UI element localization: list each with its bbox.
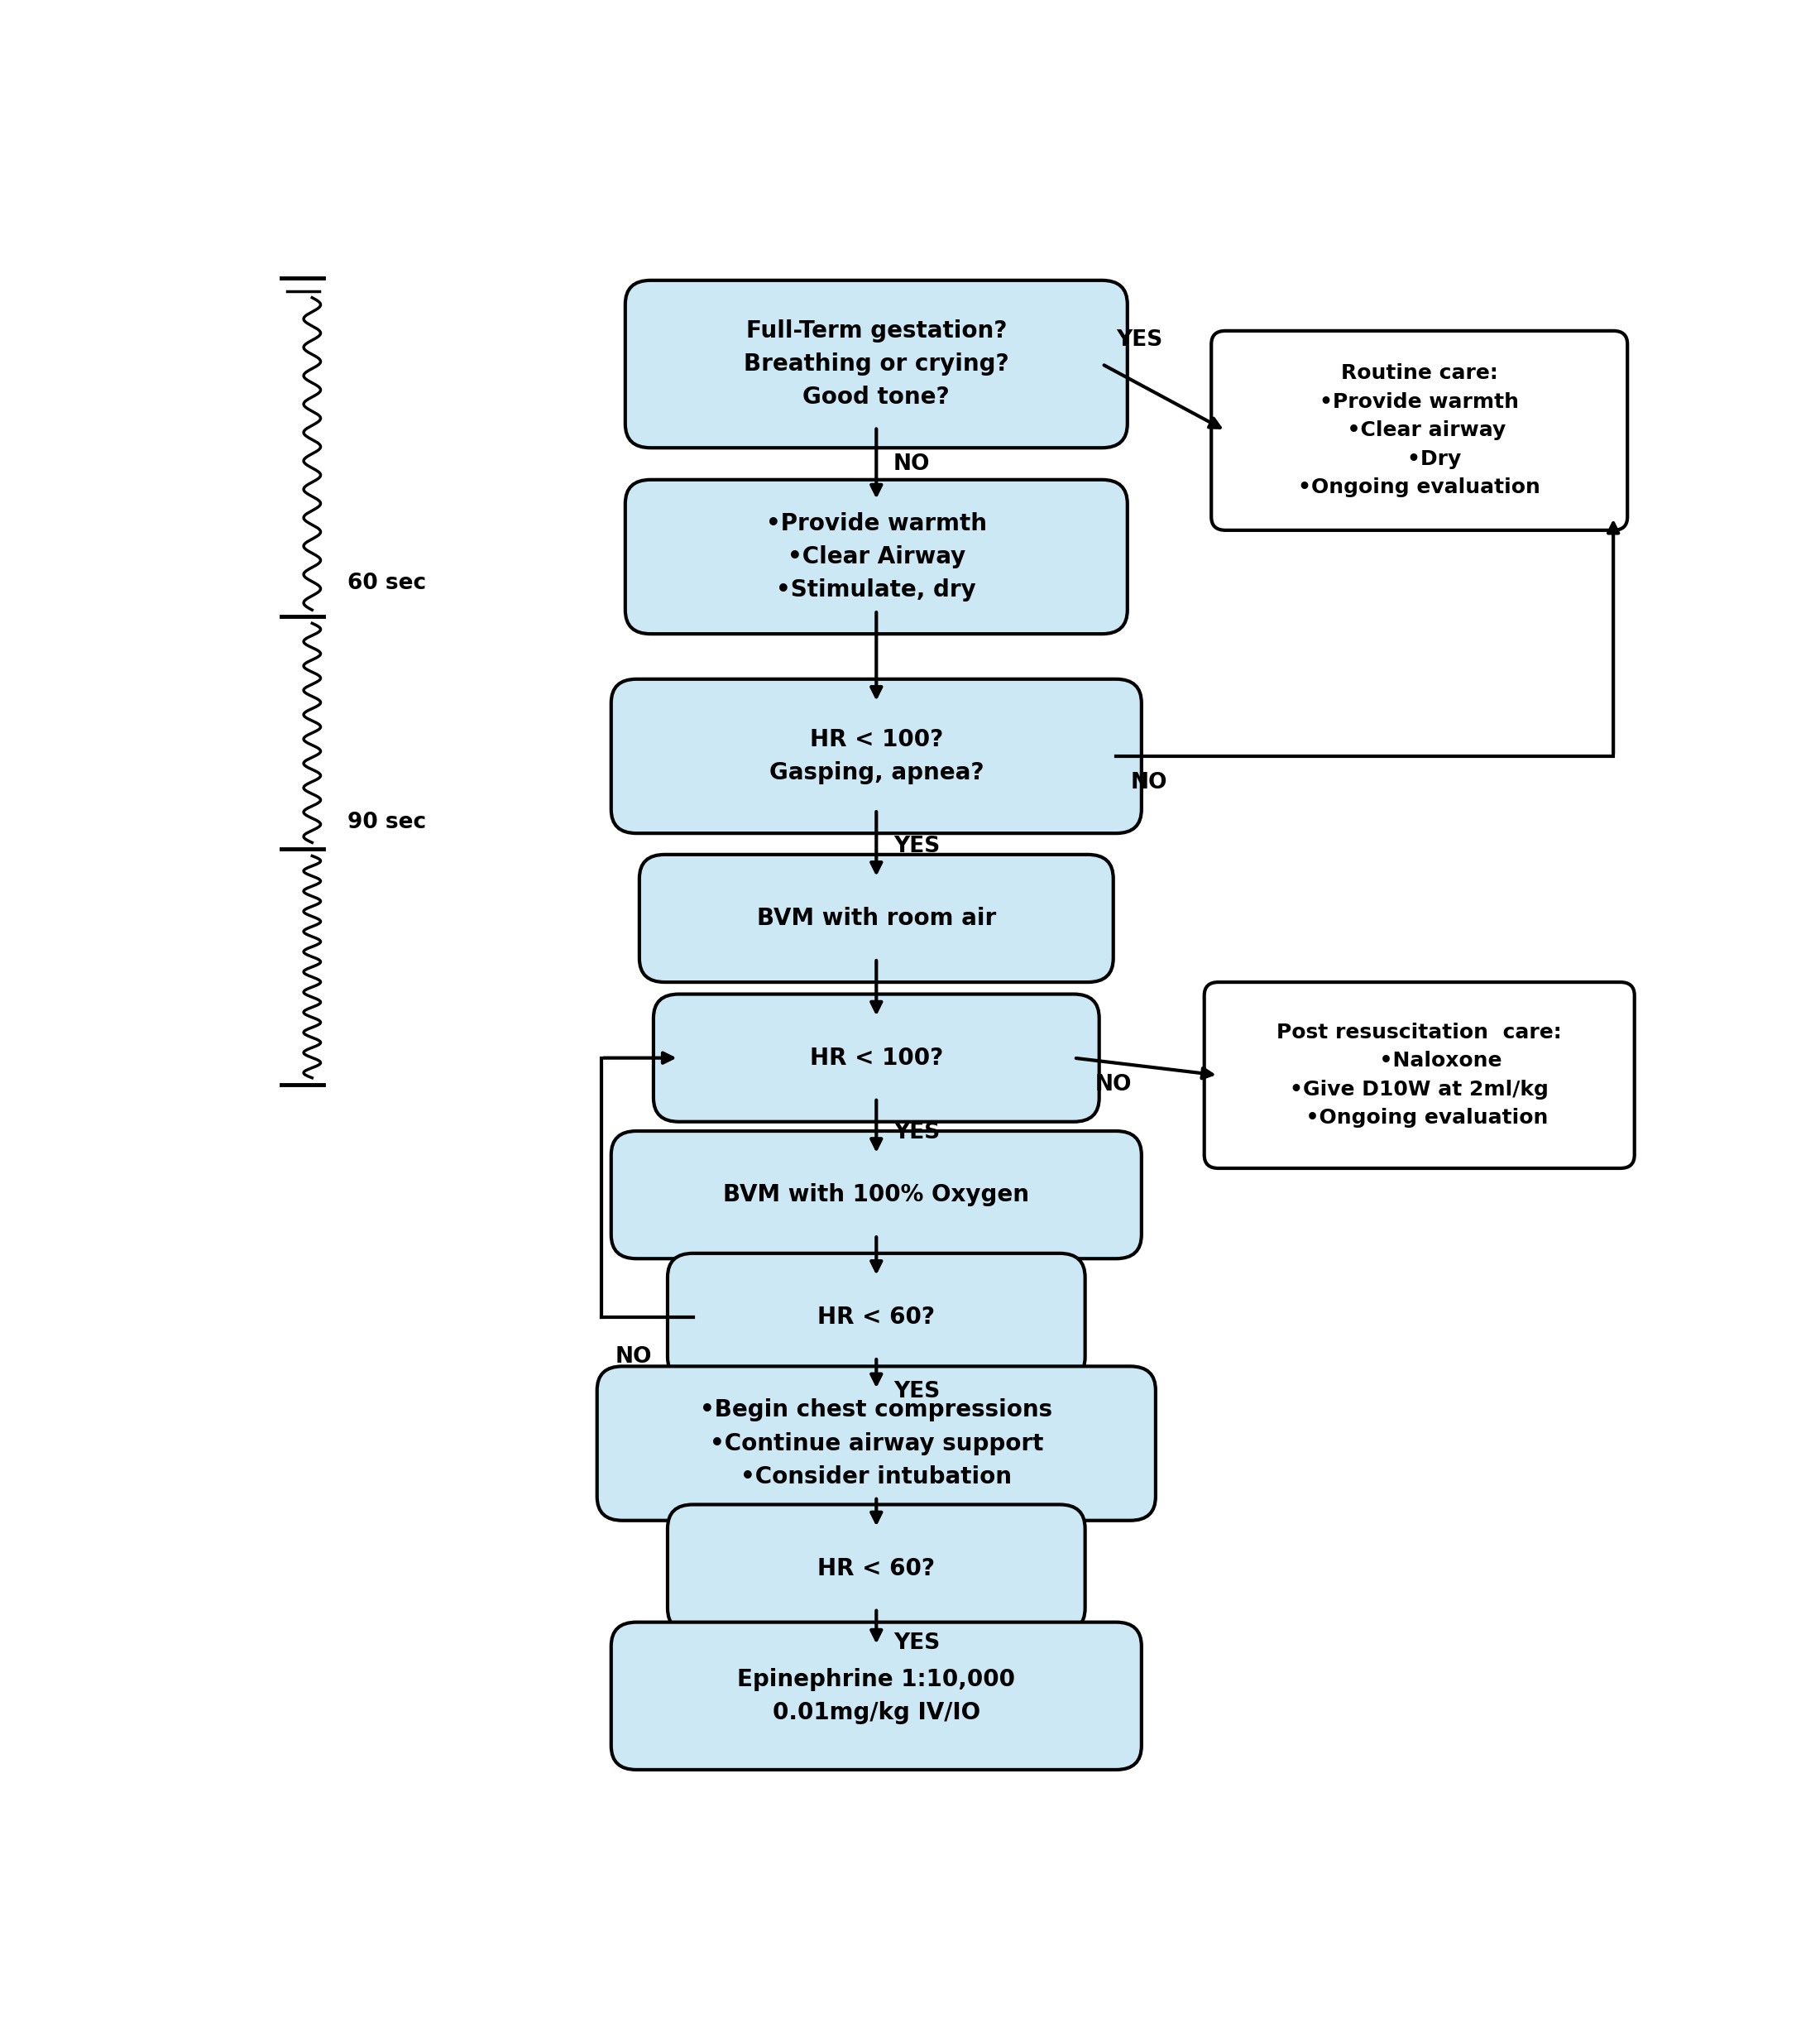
FancyBboxPatch shape [612, 1131, 1141, 1259]
FancyBboxPatch shape [653, 994, 1099, 1122]
Text: BVM with room air: BVM with room air [757, 906, 996, 931]
Text: HR < 100?: HR < 100? [810, 1047, 943, 1069]
FancyBboxPatch shape [626, 281, 1127, 448]
FancyBboxPatch shape [639, 856, 1114, 982]
FancyBboxPatch shape [597, 1367, 1156, 1520]
FancyBboxPatch shape [1212, 330, 1627, 530]
Text: •Provide warmth
•Clear Airway
•Stimulate, dry: •Provide warmth •Clear Airway •Stimulate… [766, 511, 986, 601]
Text: HR < 100?
Gasping, apnea?: HR < 100? Gasping, apnea? [770, 727, 983, 784]
Text: HR < 60?: HR < 60? [817, 1306, 935, 1328]
FancyBboxPatch shape [668, 1505, 1085, 1632]
Text: Routine care:
•Provide warmth
  •Clear airway
    •Dry
•Ongoing evaluation: Routine care: •Provide warmth •Clear air… [1298, 363, 1540, 497]
FancyBboxPatch shape [626, 481, 1127, 634]
Text: YES: YES [894, 1122, 939, 1143]
Text: NO: NO [894, 452, 930, 475]
Text: •Begin chest compressions
•Continue airway support
•Consider intubation: •Begin chest compressions •Continue airw… [701, 1399, 1052, 1489]
Text: 90 sec: 90 sec [348, 813, 426, 833]
Text: Epinephrine 1:10,000
0.01mg/kg IV/IO: Epinephrine 1:10,000 0.01mg/kg IV/IO [737, 1668, 1016, 1723]
FancyBboxPatch shape [668, 1253, 1085, 1381]
Text: 60 sec: 60 sec [348, 572, 426, 595]
Text: YES: YES [894, 1632, 939, 1654]
FancyBboxPatch shape [612, 678, 1141, 833]
Text: YES: YES [894, 1381, 939, 1401]
Text: NO: NO [1096, 1073, 1132, 1096]
FancyBboxPatch shape [1205, 982, 1634, 1169]
Text: YES: YES [1116, 330, 1163, 350]
Text: YES: YES [894, 835, 939, 858]
Text: Post resuscitation  care:
      •Naloxone
•Give D10W at 2ml/kg
  •Ongoing evalua: Post resuscitation care: •Naloxone •Give… [1278, 1023, 1562, 1128]
Text: HR < 60?: HR < 60? [817, 1556, 935, 1581]
Text: NO: NO [615, 1346, 652, 1367]
Text: NO: NO [1130, 772, 1167, 794]
Text: Full-Term gestation?
Breathing or crying?
Good tone?: Full-Term gestation? Breathing or crying… [744, 320, 1008, 409]
Text: BVM with 100% Oxygen: BVM with 100% Oxygen [723, 1183, 1030, 1206]
FancyBboxPatch shape [612, 1621, 1141, 1770]
